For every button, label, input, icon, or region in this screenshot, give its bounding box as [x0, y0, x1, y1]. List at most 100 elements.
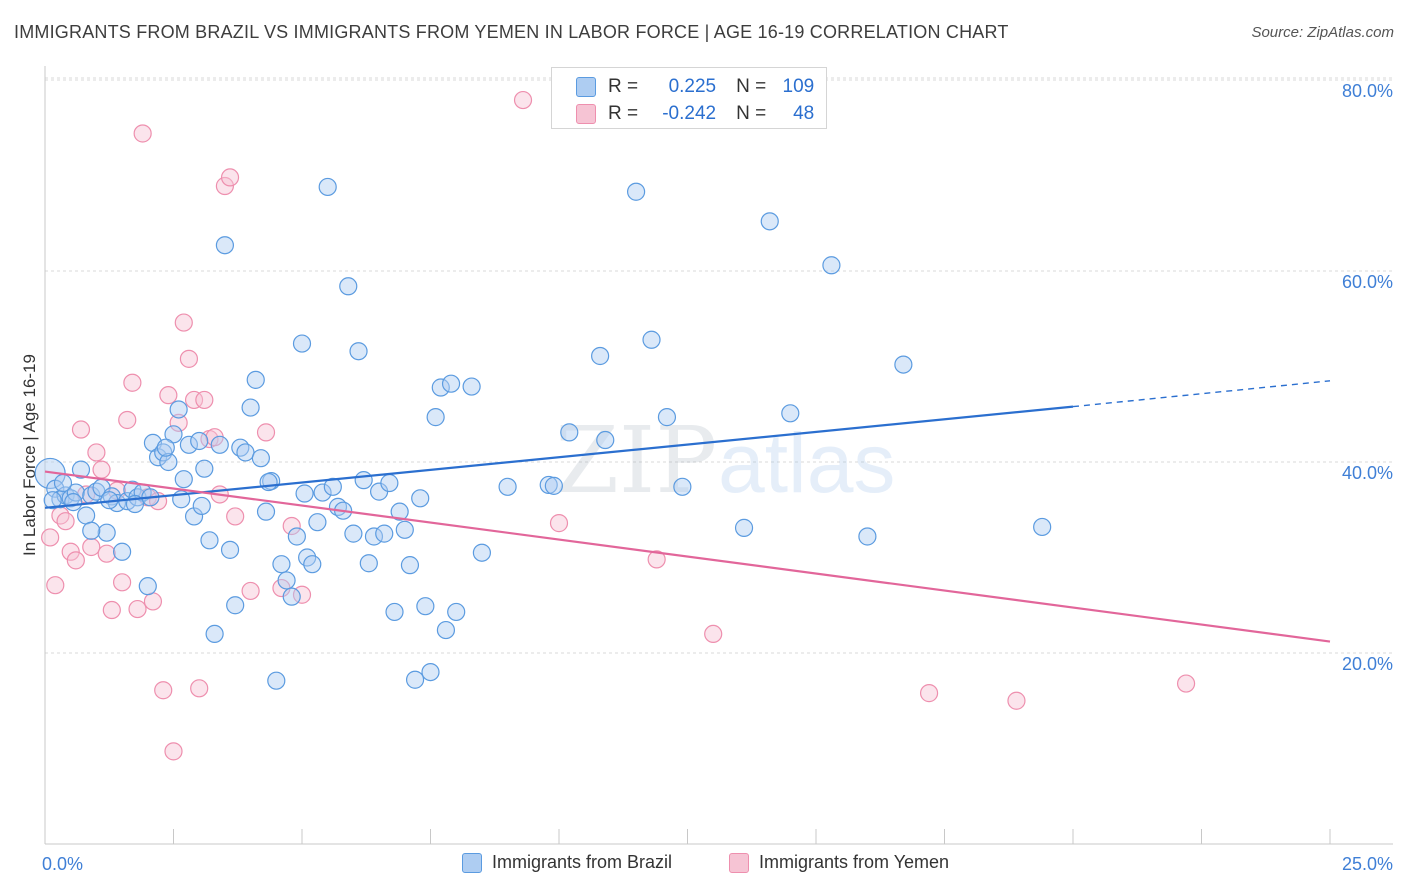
- yemen-point: [704, 624, 723, 644]
- brazil-point: [241, 398, 260, 417]
- brazil-point: [138, 577, 157, 596]
- brazil-point: [251, 449, 270, 468]
- yemen-point: [112, 573, 132, 592]
- yemen-point: [61, 542, 80, 561]
- brazil-point: [112, 542, 132, 561]
- brazil-point: [385, 602, 404, 622]
- brazil-point: [215, 236, 234, 255]
- brazil-point: [1033, 517, 1052, 537]
- brazil-point: [226, 596, 245, 615]
- chart-title: IMMIGRANTS FROM BRAZIL VS IMMIGRANTS FRO…: [14, 22, 1009, 42]
- yemen-point: [195, 390, 214, 410]
- brazil-point: [64, 493, 83, 512]
- yemen-point: [56, 512, 75, 531]
- brazil-trend-extension: [1072, 380, 1331, 408]
- brazil-point: [303, 555, 322, 574]
- yemen-point: [154, 681, 173, 700]
- brazil-point: [339, 277, 358, 296]
- yemen-point: [41, 528, 60, 547]
- legend-swatch-brazil: [576, 77, 596, 97]
- yemen-point: [133, 124, 152, 143]
- brazil-point: [174, 470, 193, 489]
- bottom-legend-brazil: Immigrants from Brazil: [462, 852, 672, 873]
- brazil-point: [441, 374, 461, 393]
- brazil-point: [349, 342, 368, 361]
- yemen-point: [174, 313, 193, 332]
- yemen-point: [513, 90, 533, 110]
- brazil-point: [272, 555, 291, 574]
- axes: [44, 66, 1393, 845]
- y-tick-label: 20.0%: [1342, 654, 1393, 674]
- brazil-point: [159, 452, 178, 472]
- yemen-trend-line: [44, 470, 1331, 643]
- brazil-point: [544, 476, 563, 495]
- yemen-point: [215, 176, 234, 196]
- brazil-point: [642, 330, 661, 349]
- legend-n-value: 109: [782, 76, 815, 97]
- bottom-legend: Immigrants from Brazil Immigrants from Y…: [0, 852, 1406, 876]
- brazil-point: [282, 587, 301, 606]
- brazil-point: [97, 523, 116, 542]
- brazil-point: [673, 477, 692, 496]
- brazil-point: [210, 435, 229, 454]
- brazil-point: [154, 443, 173, 462]
- yemen-point: [256, 423, 276, 442]
- brazil-point: [400, 556, 420, 575]
- yemen-point: [179, 349, 199, 368]
- watermark-atlas: atlas: [718, 416, 895, 510]
- legend-r-value: -0.242: [662, 103, 717, 124]
- yemen-point: [1007, 691, 1026, 710]
- yemen-point: [549, 514, 569, 533]
- brazil-point: [390, 502, 409, 521]
- y-tick-label: 80.0%: [1342, 81, 1393, 101]
- brazil-point: [179, 435, 199, 454]
- y-tick-label: 60.0%: [1342, 272, 1393, 292]
- brazil-point: [894, 355, 913, 374]
- brazil-point: [539, 475, 558, 495]
- brazil-point: [220, 540, 240, 559]
- brazil-point: [380, 473, 399, 493]
- bottom-legend-swatch-yemen: [729, 852, 749, 873]
- bottom-legend-yemen: Immigrants from Yemen: [729, 852, 949, 873]
- brazil-point: [77, 506, 96, 525]
- yemen-point: [87, 443, 106, 462]
- brazil-point: [318, 177, 337, 197]
- brazil-point: [344, 524, 363, 543]
- brazil-point: [313, 483, 332, 502]
- yemen-point: [71, 420, 91, 439]
- brazil-point: [190, 431, 209, 451]
- brazil-point: [431, 378, 450, 397]
- brazil-point: [292, 334, 312, 353]
- legend-box: R = 0.225 N = 109 R = -0.242 N = 48: [551, 67, 827, 129]
- brazil-point: [822, 256, 841, 275]
- brazil-point: [82, 521, 101, 540]
- brazil-point: [364, 527, 384, 546]
- legend-n-label: N =: [736, 76, 767, 97]
- brazil-point: [436, 620, 456, 640]
- brazil-point: [760, 212, 779, 231]
- x-tick-label: 0.0%: [42, 854, 83, 874]
- yemen-point: [647, 550, 666, 569]
- brazil-point: [205, 624, 224, 644]
- brazil-point: [164, 425, 183, 444]
- brazil-point: [462, 377, 481, 396]
- brazil-point: [195, 459, 214, 478]
- brazil-point: [560, 423, 579, 442]
- yemen-point: [241, 581, 260, 601]
- brazil-point: [405, 670, 425, 689]
- brazil-point: [354, 471, 373, 490]
- bottom-legend-label-yemen: Immigrants from Yemen: [759, 852, 950, 872]
- legend-n-label: N =: [736, 103, 767, 124]
- brazil-point: [626, 182, 646, 201]
- brazil-point: [295, 484, 314, 503]
- brazil-point: [359, 554, 378, 573]
- legend-r-label: R =: [608, 76, 639, 97]
- brazil-point: [259, 472, 278, 492]
- yemen-point: [226, 507, 245, 526]
- legend-swatch-yemen: [576, 104, 596, 124]
- watermark: ZIP atlas: [555, 407, 895, 514]
- legend-n-value: 48: [793, 103, 815, 124]
- yemen-point: [92, 460, 111, 479]
- yemen-point: [169, 413, 188, 432]
